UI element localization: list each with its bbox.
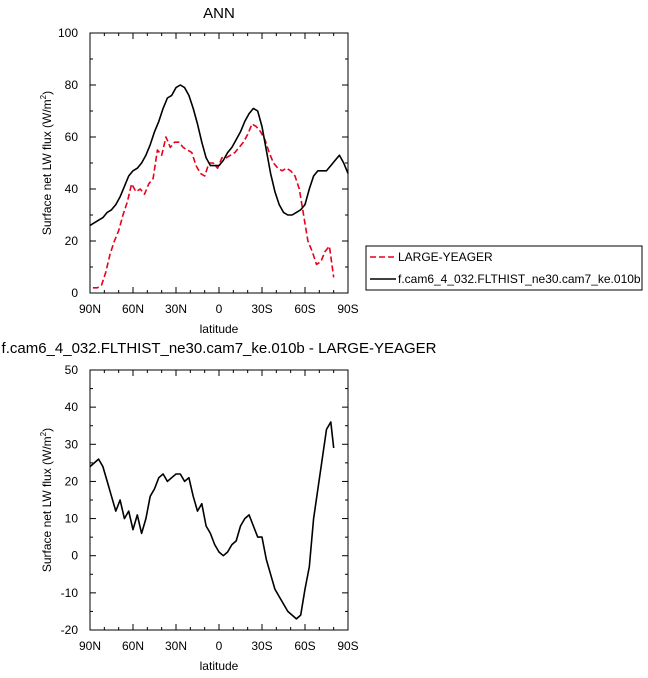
x-tick-label: 60N xyxy=(122,302,144,316)
bottom-y-axis-label-text: Surface net LW flux (W/m xyxy=(40,436,54,572)
x-tick-label: 90N xyxy=(79,639,101,653)
x-tick-label: 30N xyxy=(165,302,187,316)
top-y-ticks: 0 20 40 60 80 100 xyxy=(58,26,348,300)
x-tick-label: 60S xyxy=(294,639,315,653)
y-tick-label: 0 xyxy=(71,549,78,563)
top-y-axis-label-text: Surface net LW flux (W/m xyxy=(40,99,54,235)
y-tick-label: 40 xyxy=(65,182,79,196)
bottom-chart-title: f.cam6_4_032.FLTHIST_ne30.cam7_ke.010b -… xyxy=(2,340,437,357)
bottom-y-axis-label-sup: 2 xyxy=(39,431,48,436)
y-tick-label: 20 xyxy=(65,474,79,488)
legend-label-model: f.cam6_4_032.FLTHIST_ne30.cam7_ke.010b xyxy=(398,272,641,286)
y-tick-label: 80 xyxy=(65,78,79,92)
top-series-lines xyxy=(89,84,349,289)
bottom-panel: f.cam6_4_032.FLTHIST_ne30.cam7_ke.010b -… xyxy=(2,340,437,673)
top-panel: ANN 90N 60N 30N 0 30S 60S 90S 0 20 40 60 80 100 lat… xyxy=(39,5,359,336)
y-tick-label: 30 xyxy=(65,437,79,451)
y-tick-label: 20 xyxy=(65,234,79,248)
top-x-ticks: 90N 60N 30N 0 30S 60S 90S xyxy=(79,33,359,316)
bottom-y-ticks: -20 -10 0 10 20 30 40 50 xyxy=(61,363,348,637)
x-tick-label: 90S xyxy=(337,639,358,653)
x-tick-label: 0 xyxy=(216,302,223,316)
y-tick-label: -20 xyxy=(61,623,79,637)
bottom-y-axis-label: Surface net LW flux (W/m2) xyxy=(39,428,54,572)
bottom-x-axis-label: latitude xyxy=(200,659,239,673)
top-y-axis-label-sup: 2 xyxy=(39,94,48,99)
y-tick-label: 40 xyxy=(65,400,79,414)
legend-label-large-yeager: LARGE-YEAGER xyxy=(398,250,493,264)
x-tick-label: 0 xyxy=(216,639,223,653)
legend: LARGE-YEAGER f.cam6_4_032.FLTHIST_ne30.c… xyxy=(365,245,643,291)
x-tick-label: 30S xyxy=(251,302,272,316)
y-tick-label: 60 xyxy=(65,130,79,144)
x-tick-label: 30N xyxy=(165,639,187,653)
y-tick-label: 50 xyxy=(65,363,79,377)
y-tick-label: -10 xyxy=(61,586,79,600)
bottom-y-axis-label-close: ) xyxy=(40,428,54,432)
series-line-f-cam6-4-032-flthist-ne30-cam7-ke-010b xyxy=(89,84,349,227)
y-tick-label: 100 xyxy=(58,26,78,40)
x-tick-label: 90N xyxy=(79,302,101,316)
y-tick-label: 0 xyxy=(71,286,78,300)
top-x-axis-label: latitude xyxy=(200,322,239,336)
bottom-series-lines xyxy=(89,421,335,620)
series-line-difference xyxy=(89,421,335,620)
x-tick-label: 60N xyxy=(122,639,144,653)
top-y-axis-label: Surface net LW flux (W/m2) xyxy=(39,91,54,235)
top-y-axis-label-close: ) xyxy=(40,91,54,95)
x-tick-label: 30S xyxy=(251,639,272,653)
bottom-plot-frame xyxy=(89,369,349,631)
x-tick-label: 60S xyxy=(294,302,315,316)
y-tick-label: 10 xyxy=(65,512,79,526)
x-tick-label: 90S xyxy=(337,302,358,316)
top-chart-title: ANN xyxy=(203,5,235,22)
legend-box xyxy=(365,245,643,291)
series-line-large-yeager xyxy=(92,123,335,289)
bottom-x-ticks: 90N 60N 30N 0 30S 60S 90S xyxy=(79,370,359,653)
top-plot-frame xyxy=(89,32,349,294)
